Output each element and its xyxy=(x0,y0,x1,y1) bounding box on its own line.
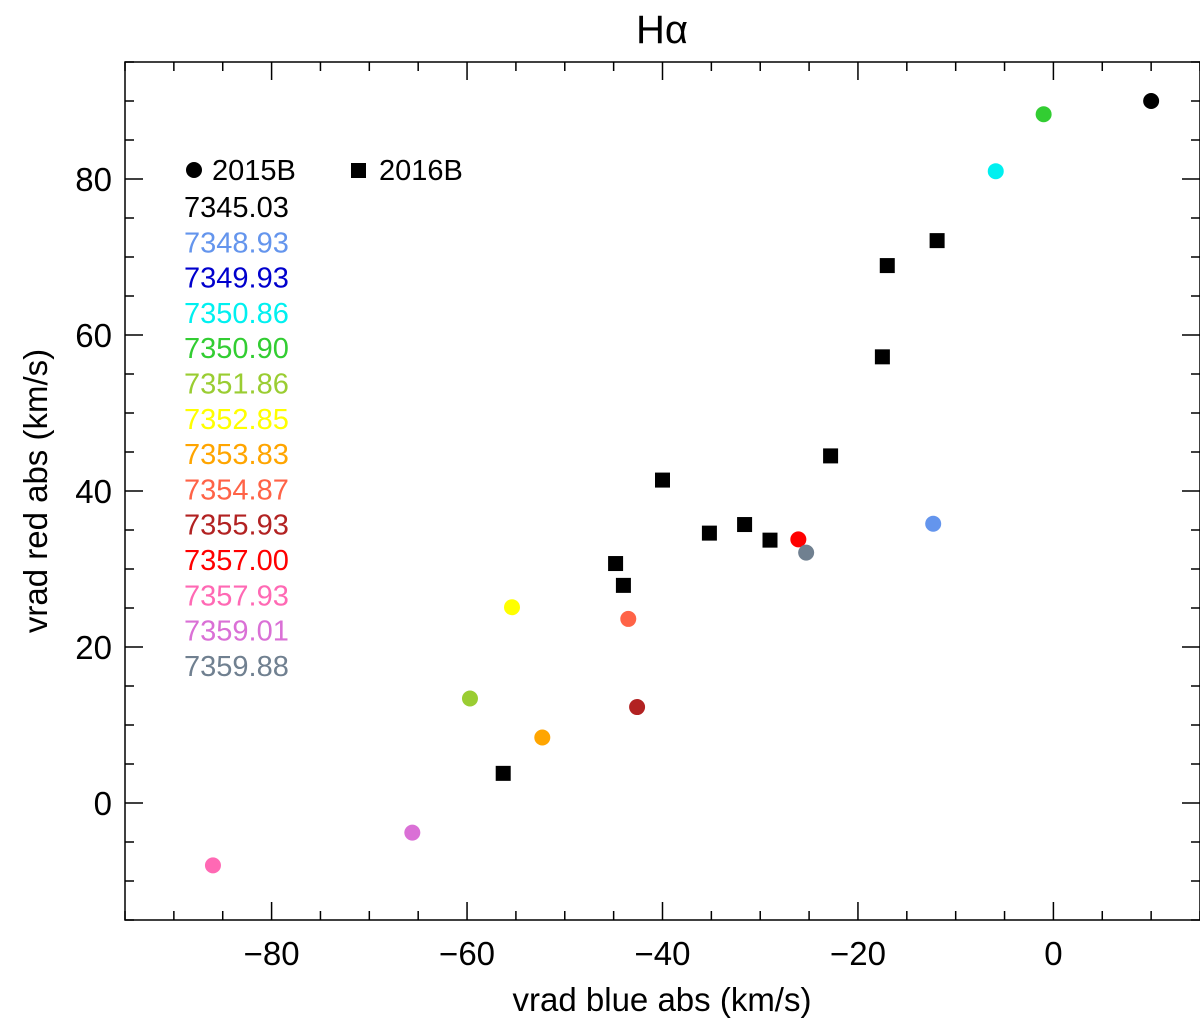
data-point-circle xyxy=(204,857,221,874)
legend-date-label: 7345.03 xyxy=(184,192,289,224)
data-point-square xyxy=(874,349,890,365)
data-point-square xyxy=(762,532,778,548)
x-tick-label: −20 xyxy=(830,935,886,972)
y-tick-label: 20 xyxy=(75,629,112,666)
data-point-circle xyxy=(925,515,942,532)
legend-date-label: 7357.00 xyxy=(184,545,289,577)
data-point-square xyxy=(823,448,839,464)
axis-ticks xyxy=(124,61,1200,921)
data-point-circle xyxy=(790,531,807,548)
legend: 2015B 2016B7345.037348.937349.937350.8673… xyxy=(184,155,463,683)
legend-date-label: 7351.86 xyxy=(184,369,289,401)
data-point-square xyxy=(929,233,945,249)
legend-date-label: 7349.93 xyxy=(184,263,289,295)
legend-marker-label: 2015B xyxy=(212,155,296,187)
data-point-square xyxy=(655,472,670,488)
x-axis-label: vrad blue abs (km/s) xyxy=(513,981,812,1018)
data-point-circle xyxy=(987,163,1004,180)
legend-date-label: 7350.86 xyxy=(184,298,289,330)
data-point-square xyxy=(615,577,631,593)
x-tick-label: −80 xyxy=(244,935,300,972)
legend-date-label: 7359.01 xyxy=(184,616,289,648)
x-tick-label: 0 xyxy=(1044,935,1062,972)
data-point-circle xyxy=(534,729,551,746)
y-axis-label: vrad red abs (km/s) xyxy=(17,349,54,633)
x-tick-label: −60 xyxy=(439,935,495,972)
legend-date-label: 7352.85 xyxy=(184,404,289,436)
data-point-circle xyxy=(461,690,478,707)
data-point-square xyxy=(608,556,624,572)
data-point-circle xyxy=(1143,93,1160,109)
legend-date-label: 7355.93 xyxy=(184,510,289,542)
legend-date-label: 7350.90 xyxy=(184,333,289,365)
legend-square-marker xyxy=(351,163,366,178)
legend-date-label: 7353.83 xyxy=(184,439,289,471)
data-points xyxy=(204,93,1160,874)
tick-labels: −80 −60 −40 −20 0 0 20 40 60 80 xyxy=(75,161,1062,972)
chart-title: Hα xyxy=(636,8,688,52)
data-point-circle xyxy=(798,544,815,561)
legend-date-label: 7354.87 xyxy=(184,474,289,506)
data-point-circle xyxy=(1035,106,1052,123)
data-point-square xyxy=(737,517,753,533)
legend-date-label: 7357.93 xyxy=(184,580,289,612)
y-tick-label: 60 xyxy=(75,317,112,354)
data-point-square xyxy=(701,525,717,541)
data-point-square xyxy=(495,765,511,781)
legend-circle-marker xyxy=(186,162,202,178)
data-point-circle xyxy=(504,599,520,616)
legend-date-label: 7359.88 xyxy=(184,651,289,683)
legend-marker-label: 2016B xyxy=(379,155,463,187)
x-tick-label: −40 xyxy=(635,935,691,972)
data-point-circle xyxy=(404,824,421,841)
y-tick-label: 80 xyxy=(75,161,112,198)
y-tick-label: 0 xyxy=(94,785,112,822)
legend-date-label: 7348.93 xyxy=(184,227,289,259)
y-tick-label: 40 xyxy=(75,473,112,510)
data-point-circle xyxy=(620,610,637,627)
data-point-circle xyxy=(629,699,646,716)
data-point-square xyxy=(879,258,895,274)
